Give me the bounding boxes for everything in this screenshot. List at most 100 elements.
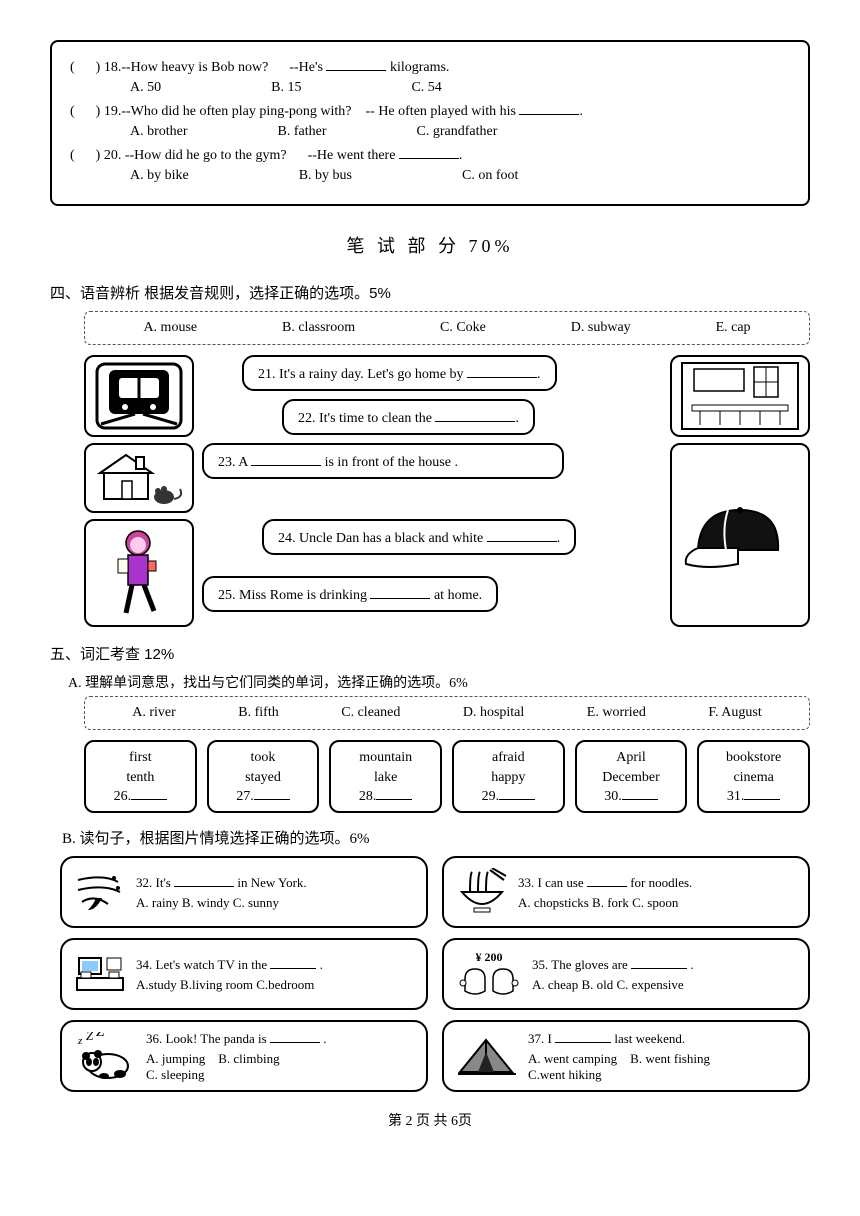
word-cell: mountainlake28. bbox=[329, 740, 442, 813]
q20-optC[interactable]: C. on foot bbox=[462, 168, 518, 184]
q34-box: 34. Let's watch TV in the . A.study B.li… bbox=[60, 938, 428, 1010]
q23-box: 23. A is in front of the house . bbox=[202, 443, 564, 479]
blank[interactable] bbox=[399, 144, 459, 159]
q18-text: ) 18.--How heavy is Bob now? bbox=[96, 60, 269, 75]
paren: ( bbox=[70, 60, 75, 75]
sec5A-options: A. river B. fifth C. cleaned D. hospital… bbox=[84, 696, 810, 730]
svg-text:Z: Z bbox=[96, 1032, 105, 1040]
q19-optA[interactable]: A. brother bbox=[130, 124, 188, 140]
paren: ( bbox=[70, 104, 75, 119]
page-footer: 第 2 页 共 6页 bbox=[50, 1110, 810, 1130]
q18-optB[interactable]: B. 15 bbox=[271, 80, 301, 96]
sec4-optC[interactable]: C. Coke bbox=[440, 320, 486, 336]
subway-icon bbox=[84, 355, 194, 437]
q36-opts[interactable]: A. jumping B. climbing C. sleeping bbox=[146, 1051, 416, 1083]
blank[interactable] bbox=[487, 527, 557, 542]
q34-text: 34. Let's watch TV in the . A.study B.li… bbox=[136, 955, 416, 993]
q23a: 23. A bbox=[218, 455, 248, 470]
q32-opts[interactable]: A. rainy B. windy C. sunny bbox=[136, 895, 416, 911]
q20-line: ( ) 20. --How did he go to the gym? --He… bbox=[70, 144, 790, 164]
q19-line: ( ) 19.--Who did he often play ping-pong… bbox=[70, 100, 790, 120]
q36-optB[interactable]: B. climbing bbox=[218, 1051, 279, 1066]
q36-box: z Z Z 36. Look! The panda is . A. jumpin… bbox=[60, 1020, 428, 1092]
q37-optB[interactable]: B. went fishing bbox=[630, 1051, 710, 1066]
q18-optA[interactable]: A. 50 bbox=[130, 80, 161, 96]
q18-text3: kilograms. bbox=[390, 60, 450, 75]
q20-optB[interactable]: B. by bus bbox=[299, 168, 352, 184]
q25b: at home. bbox=[434, 588, 482, 603]
q36-text: 36. Look! The panda is . A. jumping B. c… bbox=[146, 1029, 416, 1083]
blank[interactable] bbox=[631, 955, 687, 969]
q34-stem: 34. Let's watch TV in the bbox=[136, 957, 267, 972]
q19-optB[interactable]: B. father bbox=[278, 124, 327, 140]
q35-tail: . bbox=[690, 957, 693, 972]
q21-text: 21. It's a rainy day. Let's go home by bbox=[258, 367, 464, 382]
q32-text: 32. It's in New York. A. rainy B. windy … bbox=[136, 873, 416, 911]
q37-opts[interactable]: A. went camping B. went fishing C.went h… bbox=[528, 1051, 798, 1083]
q32-stem: 32. It's bbox=[136, 875, 171, 890]
panda-icon: z Z Z bbox=[72, 1032, 138, 1080]
sec4-heading: 四、语音辨析 根据发音规则，选择正确的选项。5% bbox=[50, 282, 810, 303]
q25-box: 25. Miss Rome is drinking at home. bbox=[202, 576, 498, 612]
q19-text2: -- He often played with his bbox=[366, 104, 516, 119]
blank[interactable] bbox=[251, 451, 321, 466]
price-tag: ¥ 200 bbox=[476, 950, 503, 965]
blank[interactable] bbox=[519, 100, 579, 115]
svg-text:Z: Z bbox=[86, 1032, 94, 1043]
sec5-optF[interactable]: F. August bbox=[708, 705, 761, 721]
q20-optA[interactable]: A. by bike bbox=[130, 168, 189, 184]
blank[interactable] bbox=[467, 363, 537, 378]
blank[interactable] bbox=[174, 873, 234, 887]
word-cell: afraidhappy29. bbox=[452, 740, 565, 813]
q34-opts[interactable]: A.study B.living room C.bedroom bbox=[136, 977, 416, 993]
word-cell: firsttenth26. bbox=[84, 740, 197, 813]
q35-stem: 35. The gloves are bbox=[532, 957, 628, 972]
blank[interactable] bbox=[370, 584, 430, 599]
q23-wrap: 23. A is in front of the house . bbox=[202, 443, 662, 513]
sec4-optA[interactable]: A. mouse bbox=[143, 320, 197, 336]
q37-text: 37. I last weekend. A. went camping B. w… bbox=[528, 1029, 798, 1083]
q36-optC[interactable]: C. sleeping bbox=[146, 1067, 205, 1082]
word-cell: bookstorecinema31. bbox=[697, 740, 810, 813]
sec5-optD[interactable]: D. hospital bbox=[463, 705, 524, 721]
paren: ( bbox=[70, 148, 75, 163]
blank[interactable] bbox=[270, 955, 316, 969]
q37-stem: 37. I bbox=[528, 1031, 552, 1046]
q36-optA[interactable]: A. jumping bbox=[146, 1051, 205, 1066]
sec4-optD[interactable]: D. subway bbox=[571, 320, 631, 336]
q22-box: 22. It's time to clean the . bbox=[282, 399, 535, 435]
blank[interactable] bbox=[326, 56, 386, 71]
q19-text: ) 19.--Who did he often play ping-pong w… bbox=[96, 104, 352, 119]
sec4-optB[interactable]: B. classroom bbox=[282, 320, 355, 336]
q35-opts[interactable]: A. cheap B. old C. expensive bbox=[532, 977, 798, 993]
q24-box: 24. Uncle Dan has a black and white . bbox=[262, 519, 576, 555]
sec5B-grid: 32. It's in New York. A. rainy B. windy … bbox=[60, 856, 810, 1092]
blank[interactable] bbox=[555, 1029, 611, 1043]
q18-optC[interactable]: C. 54 bbox=[411, 80, 441, 96]
sec4-grid: 21. It's a rainy day. Let's go home by .… bbox=[84, 355, 810, 627]
blank[interactable] bbox=[270, 1029, 320, 1043]
section-title: 笔 试 部 分 70% bbox=[50, 232, 810, 258]
sec5A-title: A. 理解单词意思，找出与它们同类的单词，选择正确的选项。6% bbox=[68, 672, 810, 692]
livingroom-icon bbox=[72, 952, 128, 996]
q24-text: 24. Uncle Dan has a black and white bbox=[278, 531, 483, 546]
sec4-optE[interactable]: E. cap bbox=[716, 320, 751, 336]
blank[interactable] bbox=[587, 873, 627, 887]
sec5-optA[interactable]: A. river bbox=[132, 705, 176, 721]
windy-icon bbox=[72, 870, 128, 914]
blank[interactable] bbox=[435, 407, 515, 422]
sec5-optE[interactable]: E. worried bbox=[587, 705, 646, 721]
q19-optC[interactable]: C. grandfather bbox=[417, 124, 498, 140]
q20-text: ) 20. --How did he go to the gym? bbox=[96, 148, 287, 163]
sec5-optC[interactable]: C. cleaned bbox=[341, 705, 400, 721]
sec5-optB[interactable]: B. fifth bbox=[238, 705, 278, 721]
q37-optA[interactable]: A. went camping bbox=[528, 1051, 617, 1066]
house-mouse-icon bbox=[84, 443, 194, 513]
q25a: 25. Miss Rome is drinking bbox=[218, 588, 367, 603]
q37-optC[interactable]: C.went hiking bbox=[528, 1067, 602, 1082]
q18-line: ( ) 18.--How heavy is Bob now? --He's ki… bbox=[70, 56, 790, 76]
q20-text2: --He went there bbox=[308, 148, 396, 163]
q33-opts[interactable]: A. chopsticks B. fork C. spoon bbox=[518, 895, 798, 911]
q21-wrap: 21. It's a rainy day. Let's go home by . bbox=[202, 355, 662, 393]
sec4-options: A. mouse B. classroom C. Coke D. subway … bbox=[84, 311, 810, 345]
